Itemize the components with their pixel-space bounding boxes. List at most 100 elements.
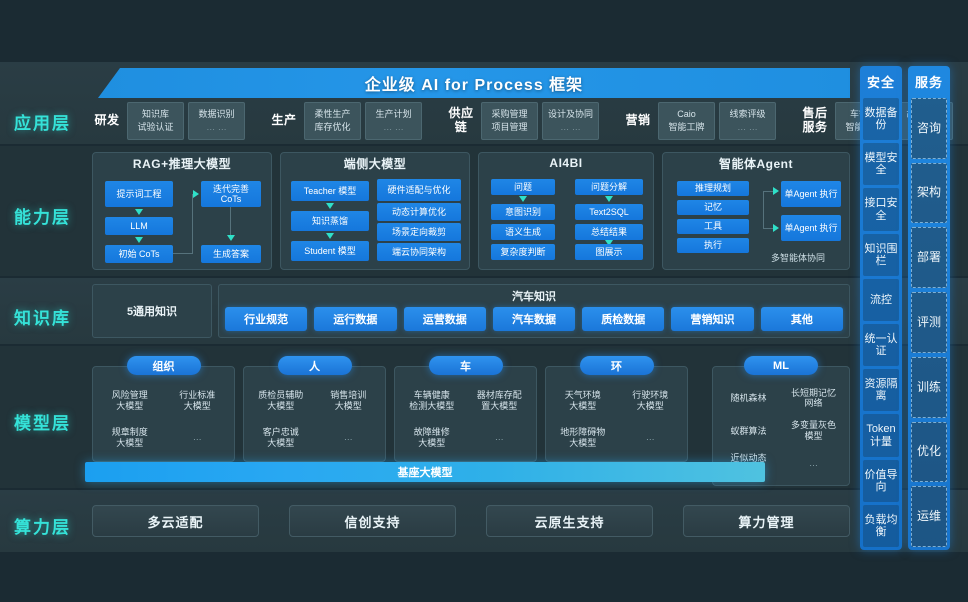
edge-box-hw[interactable]: 硬件适配与优化 xyxy=(377,179,461,201)
capability-card-title: 智能体Agent xyxy=(719,156,793,171)
model-item[interactable]: 风险管理 大模型 xyxy=(111,389,148,411)
security-item[interactable]: 资源隔离 xyxy=(863,369,899,412)
agent-box-plan[interactable]: 推理规划 xyxy=(677,181,749,196)
service-item[interactable]: 架构 xyxy=(911,162,947,224)
service-item[interactable]: 咨询 xyxy=(911,98,947,159)
capability-card-ai4bi[interactable]: AI4BI 问题 意图识别 语义生成 复杂度判断 问题分解 Text2SQL 总… xyxy=(478,152,654,270)
bi-box-chart[interactable]: 图展示 xyxy=(575,244,643,260)
model-item[interactable]: 行驶环境 大模型 xyxy=(632,389,669,411)
application-cell[interactable]: 生产计划… … xyxy=(365,102,422,140)
knowledge-pill[interactable]: 营销知识 xyxy=(671,307,754,331)
security-item[interactable]: 价值导向 xyxy=(863,459,899,502)
knowledge-pill[interactable]: 行业规范 xyxy=(225,307,308,331)
bi-box-intent[interactable]: 意图识别 xyxy=(491,204,555,220)
knowledge-pill[interactable]: 质检数据 xyxy=(582,307,665,331)
knowledge-pill[interactable]: 其他 xyxy=(760,307,843,331)
security-item[interactable]: 流控 xyxy=(863,278,899,322)
agent-box-single-2[interactable]: 单Agent 执行 xyxy=(781,215,841,241)
application-domain-0[interactable]: 研发 知识库 试验认证 数据识别… … xyxy=(92,100,245,142)
rag-box-prompt[interactable]: 提示词工程 xyxy=(105,181,173,207)
agent-box-memory[interactable]: 记忆 xyxy=(677,200,749,215)
model-item[interactable]: … xyxy=(494,432,504,443)
model-item[interactable]: 器材库存配 置大模型 xyxy=(476,389,522,411)
application-domain-2[interactable]: 供应链 采购管理 项目管理 设计及协同… … xyxy=(446,100,599,142)
model-item[interactable]: … xyxy=(192,432,202,443)
model-group-组织[interactable]: 组织 风险管理 大模型 行业标准 大模型 规章制度 大模型… xyxy=(92,356,235,462)
application-cell[interactable]: 设计及协同… … xyxy=(542,102,599,140)
bi-box-decompose[interactable]: 问题分解 xyxy=(575,179,643,195)
capability-card-edge[interactable]: 端侧大模型 Teacher 模型 知识蒸馏 Student 模型 硬件适配与优化… xyxy=(280,152,470,270)
service-item[interactable]: 部署 xyxy=(911,227,947,289)
model-item[interactable]: 行业标准 大模型 xyxy=(179,389,216,411)
model-item[interactable]: 长短期记忆 网络 xyxy=(790,387,836,409)
model-group-人[interactable]: 人质检员辅助 大模型 销售培训 大模型 客户忠诚 大模型… xyxy=(243,356,386,462)
agent-box-exec[interactable]: 执行 xyxy=(677,238,749,253)
edge-box-teacher[interactable]: Teacher 模型 xyxy=(291,181,369,201)
rag-box-answer[interactable]: 生成答案 xyxy=(201,245,261,263)
knowledge-general-box[interactable]: 5通用知识 xyxy=(92,284,212,338)
security-item[interactable]: Token 计量 xyxy=(863,414,899,457)
model-item[interactable]: 多变量灰色 模型 xyxy=(790,420,836,441)
edge-box-prune[interactable]: 场景定向裁剪 xyxy=(377,223,461,241)
model-item[interactable]: 随机森林 xyxy=(730,392,767,403)
application-domain-3[interactable]: 营销 Caio 智能工牌 线索评级… … xyxy=(623,100,776,142)
security-item[interactable]: 数据备份 xyxy=(863,98,899,141)
model-item[interactable]: 车辆健康 检测大模型 xyxy=(409,389,455,411)
model-item[interactable]: 质检员辅助 大模型 xyxy=(258,389,304,411)
model-group-车[interactable]: 车车辆健康 检测大模型 器材库存配 置大模型 故障维修 大模型… xyxy=(394,356,537,462)
application-cell[interactable]: 数据识别… … xyxy=(188,102,245,140)
knowledge-domain-title: 汽车知识 xyxy=(512,291,556,303)
capability-card-rag[interactable]: RAG+推理大模型 提示词工程 LLM 初始 CoTs 迭代完善 CoTs 生成… xyxy=(92,152,272,270)
compute-item[interactable]: 云原生支持 xyxy=(486,505,653,537)
service-item[interactable]: 优化 xyxy=(911,421,947,483)
model-item[interactable]: 地形障碍物 大模型 xyxy=(560,426,606,448)
agent-box-tool[interactable]: 工具 xyxy=(677,219,749,234)
rag-box-initcots[interactable]: 初始 CoTs xyxy=(105,245,173,263)
capability-card-agent[interactable]: 智能体Agent 推理规划 记忆 工具 执行 单Agent 执行 单Agent … xyxy=(662,152,850,270)
bi-box-semantic[interactable]: 语义生成 xyxy=(491,224,555,240)
application-domain-1[interactable]: 生产 柔性生产 库存优化 生产计划… … xyxy=(269,100,422,142)
security-item[interactable]: 模型安全 xyxy=(863,143,899,186)
model-item[interactable]: 客户忠诚 大模型 xyxy=(262,426,299,448)
service-item[interactable]: 训练 xyxy=(911,356,947,418)
security-item[interactable]: 负载均衡 xyxy=(863,504,899,548)
application-cell[interactable]: 线索评级… … xyxy=(719,102,776,140)
model-item[interactable]: 天气环境 大模型 xyxy=(564,389,601,411)
model-item[interactable]: … xyxy=(645,432,655,443)
edge-box-distill[interactable]: 知识蒸馏 xyxy=(291,211,369,231)
application-cell-group: Caio 智能工牌 线索评级… … xyxy=(658,102,776,140)
bi-box-text2sql[interactable]: Text2SQL xyxy=(575,204,643,220)
model-item[interactable]: 规章制度 大模型 xyxy=(111,426,148,448)
application-cell[interactable]: 柔性生产 库存优化 xyxy=(304,102,361,140)
bi-box-complexity[interactable]: 复杂度判断 xyxy=(491,244,555,260)
knowledge-pill[interactable]: 运营数据 xyxy=(403,307,486,331)
security-item[interactable]: 接口安全 xyxy=(863,188,899,231)
compute-item[interactable]: 多云适配 xyxy=(92,505,259,537)
application-cell[interactable]: Caio 智能工牌 xyxy=(658,102,715,140)
security-item[interactable]: 统一认证 xyxy=(863,324,899,367)
agent-box-single-1[interactable]: 单Agent 执行 xyxy=(781,181,841,207)
knowledge-pill[interactable]: 汽车数据 xyxy=(492,307,576,331)
knowledge-pill[interactable]: 运行数据 xyxy=(314,307,397,331)
model-item[interactable]: 蚁群算法 xyxy=(730,425,767,436)
model-item[interactable]: … xyxy=(343,432,353,443)
edge-box-dyn[interactable]: 动态计算优化 xyxy=(377,203,461,221)
bi-box-summary[interactable]: 总结结果 xyxy=(575,224,643,240)
edge-box-cloud[interactable]: 端云协同架构 xyxy=(377,243,461,261)
model-item[interactable]: 销售培训 大模型 xyxy=(330,389,367,411)
model-item[interactable]: 故障维修 大模型 xyxy=(413,426,450,448)
application-cell[interactable]: 知识库 试验认证 xyxy=(127,102,184,140)
model-group-环[interactable]: 环天气环境 大模型 行驶环境 大模型 地形障碍物 大模型… xyxy=(545,356,688,462)
compute-item[interactable]: 信创支持 xyxy=(289,505,456,537)
service-item[interactable]: 评测 xyxy=(911,292,947,353)
model-item[interactable]: … xyxy=(809,458,818,469)
bi-box-question[interactable]: 问题 xyxy=(491,179,555,195)
rag-box-refine[interactable]: 迭代完善 CoTs xyxy=(201,181,261,207)
compute-item[interactable]: 算力管理 xyxy=(683,505,850,537)
application-domain-name: 售后服务 xyxy=(802,106,828,134)
edge-box-student[interactable]: Student 模型 xyxy=(291,241,369,261)
service-item[interactable]: 运维 xyxy=(911,486,947,548)
rag-box-llm[interactable]: LLM xyxy=(105,217,173,235)
security-item[interactable]: 知识围栏 xyxy=(863,233,899,276)
application-cell[interactable]: 采购管理 项目管理 xyxy=(481,102,538,140)
